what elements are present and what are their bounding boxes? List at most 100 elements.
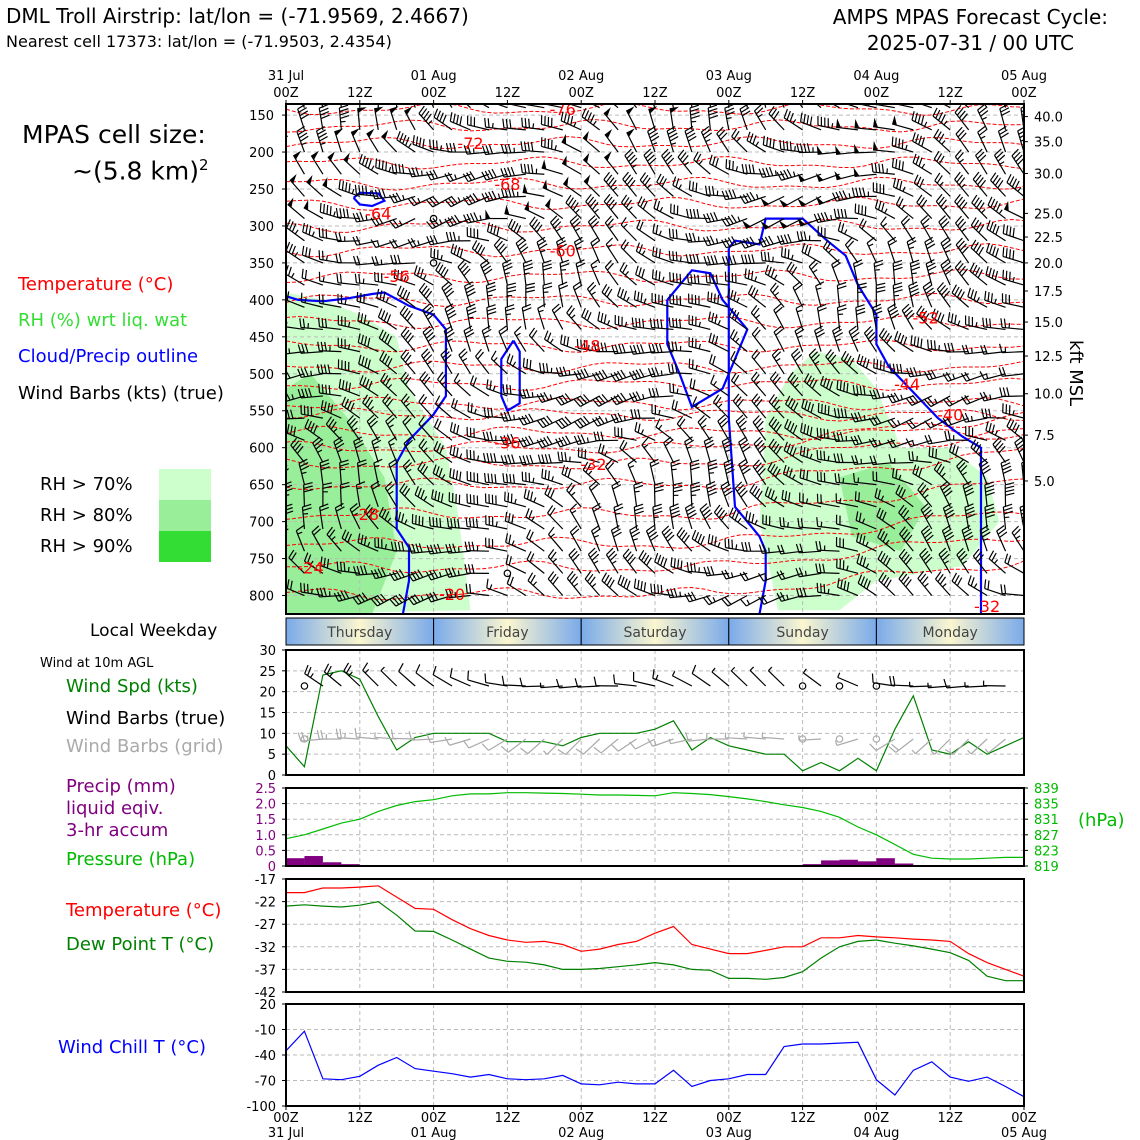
- barb-full: [846, 240, 855, 249]
- barb-full: [286, 484, 293, 489]
- barb-full: [934, 172, 941, 182]
- barb-staff: [536, 241, 545, 264]
- barb-full: [969, 262, 975, 272]
- barb-half: [477, 455, 480, 461]
- wind-barb: [542, 179, 563, 197]
- barb-full: [450, 195, 458, 204]
- barb-staff: [962, 485, 970, 507]
- wind-barb: [836, 379, 859, 397]
- wind-barb: [643, 148, 657, 175]
- barb-full: [423, 306, 432, 314]
- wind-barb: [610, 412, 637, 424]
- wind-barb: [649, 458, 660, 485]
- barb-full: [638, 550, 645, 559]
- barb-staff: [572, 286, 582, 308]
- wind-barb: [620, 194, 637, 219]
- barb-full: [940, 480, 949, 488]
- barb-full: [398, 593, 406, 602]
- barb-half: [556, 227, 561, 232]
- barb-full: [796, 143, 800, 153]
- barb-full: [311, 525, 320, 533]
- barb-half: [725, 449, 731, 453]
- barb-full: [404, 462, 413, 470]
- wind-barb: [628, 391, 656, 403]
- barb-full: [320, 114, 330, 120]
- barb-staff: [467, 235, 490, 242]
- barb-full: [411, 543, 416, 554]
- barb-half: [794, 145, 796, 152]
- wind-barb: [507, 218, 527, 242]
- barb-full: [964, 503, 974, 508]
- barb-half: [661, 276, 665, 282]
- barb-full: [701, 125, 710, 133]
- barb-full: [276, 244, 281, 252]
- barb-full: [712, 355, 716, 366]
- barb-full: [1002, 247, 1005, 257]
- barb-staff: [983, 326, 1006, 331]
- wind-barb: [852, 384, 877, 397]
- barb-full: [980, 91, 986, 98]
- barb-full: [330, 421, 337, 430]
- barb-full: [653, 199, 657, 209]
- barb-half: [587, 344, 590, 350]
- barb-half: [550, 533, 555, 538]
- barb-full: [933, 340, 936, 350]
- barb-full: [714, 536, 717, 546]
- wind-barb: [464, 564, 489, 574]
- barb-staff: [873, 479, 895, 486]
- barb-full: [808, 259, 817, 267]
- wind-barb: [541, 159, 563, 175]
- wind-barb: [544, 485, 564, 508]
- barb-full: [335, 442, 345, 449]
- barb-full: [1002, 469, 1012, 474]
- barb-half: [658, 409, 661, 415]
- wind-barb: [967, 287, 988, 308]
- wind-barb: [933, 150, 951, 175]
- barb-full: [740, 254, 745, 264]
- wind-barb: [591, 369, 619, 382]
- wind-barb: [672, 176, 693, 197]
- wind-barb: [393, 268, 416, 286]
- barb-full: [820, 583, 822, 593]
- barb-full: [306, 554, 312, 564]
- wind-barb: [521, 117, 545, 131]
- barb-half: [676, 388, 679, 394]
- barb-full: [806, 143, 811, 153]
- barb-full: [417, 487, 422, 497]
- barb-full: [779, 570, 786, 579]
- barb-full: [960, 202, 968, 211]
- barb-half: [695, 402, 700, 408]
- barb-full: [880, 552, 886, 562]
- barb-full: [341, 529, 347, 539]
- wind-barb: [298, 458, 310, 485]
- barb-half: [794, 383, 800, 388]
- barb-full: [940, 314, 945, 324]
- wind-barb: [292, 150, 305, 175]
- barb-full: [468, 541, 472, 551]
- barb-full: [288, 243, 294, 253]
- barb-full: [672, 176, 677, 186]
- barb-half: [426, 360, 432, 365]
- barb-full: [978, 154, 987, 162]
- barb-full: [900, 573, 908, 582]
- barb-full: [867, 332, 876, 340]
- barb-full: [583, 339, 586, 350]
- barb-full: [486, 578, 489, 589]
- barb-staff: [769, 378, 785, 397]
- barb-staff: [565, 202, 582, 219]
- barb-full: [437, 371, 444, 380]
- barb-full: [418, 282, 426, 291]
- barb-full: [723, 487, 732, 494]
- wind-barb: [801, 398, 822, 419]
- wind-barb: [871, 303, 883, 330]
- barb-full: [298, 132, 308, 139]
- barb-full: [502, 118, 505, 128]
- barb-full: [739, 572, 746, 582]
- barb-flag: [741, 220, 751, 229]
- barb-staff: [292, 154, 305, 175]
- barb-full: [500, 412, 505, 422]
- barb-staff: [290, 444, 305, 463]
- barb-full: [975, 444, 982, 453]
- barb-full: [796, 231, 800, 241]
- barb-staff: [375, 240, 397, 249]
